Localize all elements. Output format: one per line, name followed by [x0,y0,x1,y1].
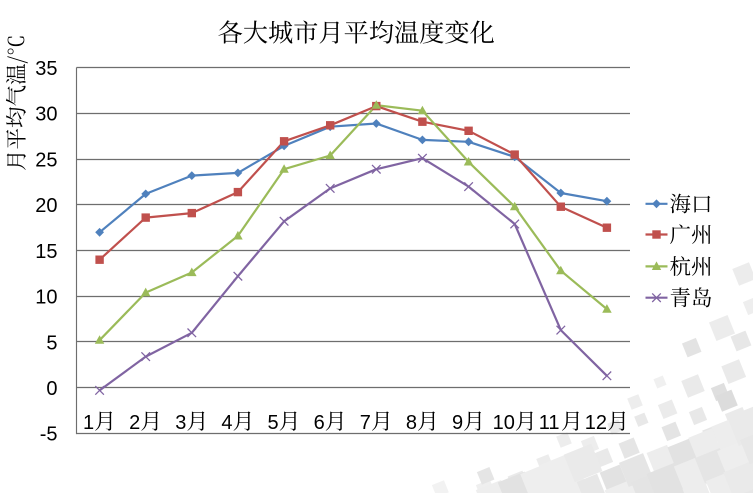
svg-text:3: 3 [175,412,186,434]
svg-text:-5: -5 [40,424,58,446]
svg-text:2: 2 [129,412,140,434]
svg-text:6: 6 [314,412,325,434]
svg-text:15: 15 [35,241,57,263]
svg-text:7: 7 [360,412,371,434]
svg-text:10: 10 [493,412,515,434]
svg-text:5: 5 [268,412,279,434]
svg-text:1: 1 [83,412,94,434]
svg-text:20: 20 [35,195,57,217]
svg-text:12: 12 [585,412,607,434]
svg-text:4: 4 [221,412,232,434]
svg-text:10: 10 [35,287,57,309]
svg-text:35: 35 [35,58,57,80]
svg-text:8: 8 [406,412,417,434]
svg-text:30: 30 [35,104,57,126]
svg-text:9: 9 [452,412,463,434]
svg-text:5: 5 [46,332,57,354]
svg-text:25: 25 [35,149,57,171]
svg-text:0: 0 [46,378,57,400]
svg-text:11: 11 [539,412,560,434]
